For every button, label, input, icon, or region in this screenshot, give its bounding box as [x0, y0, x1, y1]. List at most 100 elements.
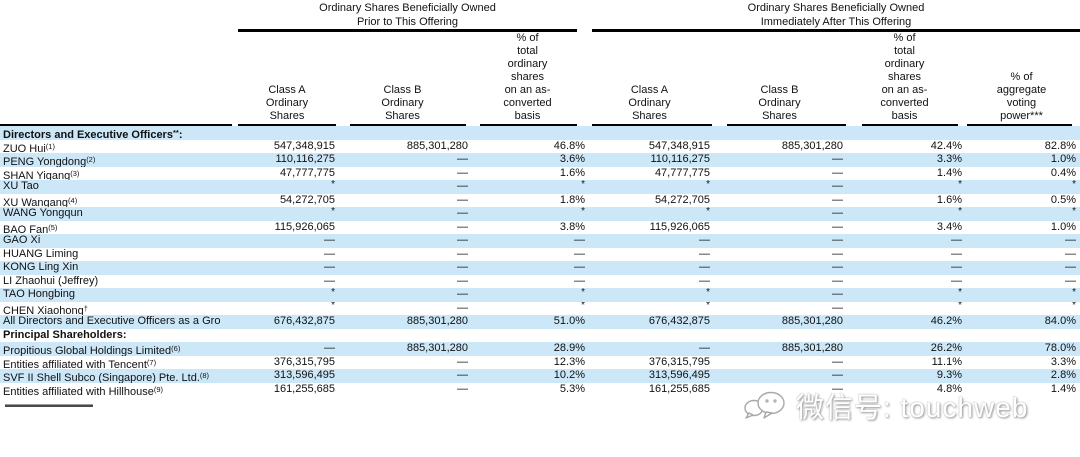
cell-value: — [1065, 274, 1076, 287]
cell-value: 26.2% [930, 342, 962, 354]
footnote-superscript: (5) [48, 222, 58, 232]
cell-value: 10.2% [553, 369, 585, 381]
col-classA-after: Class A Ordinary Shares [586, 32, 713, 126]
col-classB-prior: Class B Ordinary Shares [336, 32, 469, 126]
cell-value: 54,272,705 [654, 193, 710, 206]
footnote-divider [5, 404, 93, 407]
cell-value: 47,777,775 [279, 166, 335, 179]
footnote-superscript: (6) [171, 344, 181, 353]
column-underline [862, 124, 958, 126]
table-row: HUANG Liming — — — — — — — [0, 248, 1080, 262]
cell-value: — [324, 342, 335, 354]
cell-value: — [1065, 234, 1076, 246]
cell-value: 885,301,280 [781, 315, 843, 327]
cell-value: * [1072, 180, 1076, 190]
table-row: All Directors and Executive Officers as … [0, 315, 1080, 329]
footnote-superscript: (9) [153, 384, 163, 394]
col-pct-asconverted-after: % of total ordinary shares on an as-converte… [846, 32, 963, 126]
row-label-column [0, 32, 238, 126]
cell-value: — [457, 220, 468, 233]
section-row: Directors and Executive Officers**: [0, 126, 1080, 140]
cell-value: * [958, 301, 962, 312]
cell-value: — [457, 180, 468, 192]
table-row: WANG Yongqun * — * * — * * [0, 207, 1080, 221]
cell-value: 1.6% [559, 166, 585, 179]
col-classA-prior: Class A Ordinary Shares [238, 32, 336, 126]
row-label: BAO Fan(5) [3, 222, 58, 235]
cell-value: — [324, 234, 335, 246]
cell-value: 161,255,685 [273, 382, 335, 395]
cell-value: 161,255,685 [648, 382, 710, 395]
cell-value [963, 126, 1080, 140]
cell-value: 46.2% [930, 315, 962, 327]
cell-value: — [832, 301, 843, 314]
cell-value: — [457, 166, 468, 179]
table-body: Directors and Executive Officers**: ZUO H… [0, 126, 1080, 396]
cell-value: — [574, 234, 585, 246]
row-label: Directors and Executive Officers**: [3, 128, 183, 140]
cell-value [586, 126, 713, 140]
cell-value: 885,301,280 [781, 342, 843, 354]
cell-value: — [832, 382, 843, 395]
cell-value: 3.4% [936, 220, 962, 233]
cell-value: 885,301,280 [781, 139, 843, 152]
cell-value: 51.0% [553, 315, 585, 327]
cell-value: — [832, 261, 843, 273]
column-header-text: % of aggregate voting power*** [996, 71, 1047, 122]
cell-value: * [581, 180, 585, 190]
cell-value: 115,926,065 [649, 220, 710, 233]
column-underline [0, 124, 232, 126]
cell-value: 1.6% [936, 193, 962, 206]
footnote-superscript: (1) [45, 141, 55, 151]
cell-value: * [581, 301, 585, 312]
watermark-text: 微信号: touchweb [796, 392, 1029, 423]
table-row: SVF II Shell Subco (Singapore) Pte. Ltd.… [0, 369, 1080, 383]
cell-value: * [958, 207, 962, 217]
cell-value: * [706, 288, 710, 298]
column-header-text: Class B Ordinary Shares [381, 84, 424, 122]
cell-value: 115,926,065 [274, 220, 335, 233]
cell-value: — [832, 180, 843, 192]
cell-value: * [331, 180, 335, 190]
row-label: XU Tao [3, 180, 39, 192]
col-pct-asconverted-prior: % of total ordinary shares on an as-converte… [469, 32, 586, 126]
group-header-line: Prior to This Offering [356, 16, 459, 28]
cell-value: — [1065, 261, 1076, 273]
cell-value: * [1072, 288, 1076, 298]
cell-value: — [699, 234, 710, 246]
cell-value: — [832, 274, 843, 287]
footnote-superscript: (2) [86, 155, 96, 164]
cell-value: 676,432,875 [648, 315, 710, 327]
cell-value [963, 329, 1080, 343]
footnote-superscript: ** [172, 128, 179, 137]
cell-value: — [699, 261, 710, 273]
table-row: Propitious Global Holdings Limited(6) — 88… [0, 342, 1080, 356]
row-label: SHAN Yigang(3) [3, 168, 80, 181]
cell-value: — [832, 288, 843, 300]
footnote-superscript: (7) [146, 357, 157, 367]
column-underline [238, 124, 336, 126]
cell-value: * [958, 180, 962, 190]
cell-value: * [331, 301, 335, 312]
footnote-superscript: (4) [68, 195, 78, 205]
cell-value: 1.0% [1050, 220, 1076, 233]
cell-value: — [457, 153, 468, 165]
row-label: Entities affiliated with Hillhouse(9) [3, 384, 163, 397]
cell-value: * [706, 207, 710, 217]
cell-value: 28.9% [553, 342, 585, 354]
cell-value: * [706, 180, 710, 190]
table-row: XU Tao * — * * — * * [0, 180, 1080, 194]
table-row: BAO Fan(5) 115,926,065 — 3.8% 115,926,065 — 3.… [0, 221, 1080, 235]
cell-value: 376,315,795 [273, 355, 335, 368]
cell-value: 313,596,495 [273, 369, 335, 381]
table-row: CHEN Xiaohong† * — * * — * * [0, 302, 1080, 316]
cell-value: 3.3% [936, 153, 962, 165]
cell-value: — [457, 288, 468, 300]
table-row: TAO Hongbing * — * * — * * [0, 288, 1080, 302]
row-label: LI Zhaohui (Jeffrey) [3, 274, 99, 287]
cell-value: * [331, 288, 335, 298]
table-row: PENG Yongdong(2) 110,116,275 — 3.6% 110,116,… [0, 153, 1080, 167]
table-header: Ordinary Shares Beneficially Owned Prior… [0, 0, 1080, 126]
wechat-watermark: 微信号: touchweb [742, 384, 1028, 428]
cell-value [713, 126, 846, 140]
